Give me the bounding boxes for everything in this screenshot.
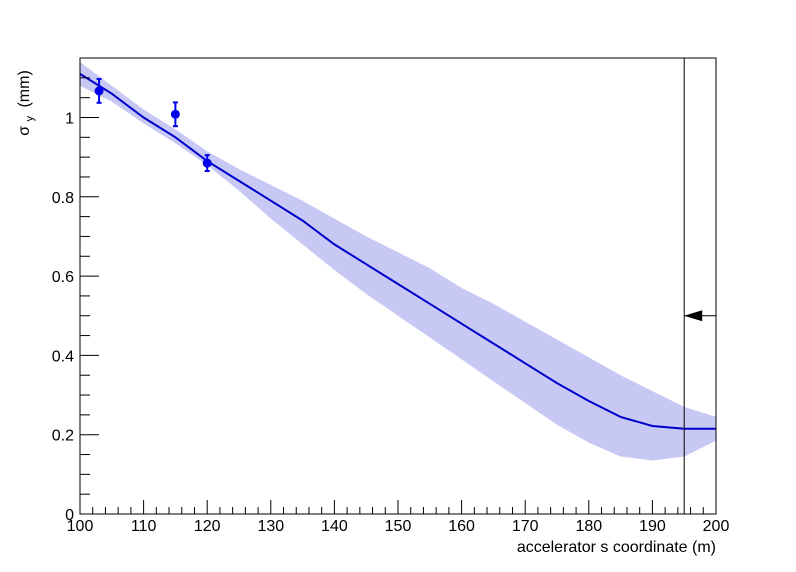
marker-layer — [683, 58, 716, 514]
y-axis-title: σ y (mm) — [16, 70, 37, 136]
y-tick-label: 1 — [65, 110, 74, 127]
confidence-band-layer — [80, 62, 716, 461]
fit-curve-layer — [79, 73, 716, 430]
x-tick-label: 140 — [321, 518, 348, 535]
y-tick-label: 0.8 — [52, 190, 74, 207]
x-tick-label: 120 — [194, 518, 221, 535]
y-tick-label: 0 — [65, 507, 74, 524]
data-point — [94, 78, 104, 104]
measured-points-layer — [94, 78, 212, 173]
x-tick-label: 180 — [575, 518, 602, 535]
x-axis-title: accelerator s coordinate (m) — [517, 539, 716, 556]
y-axis-title-symbol: σ — [16, 126, 33, 136]
x-tick-label: 150 — [385, 518, 412, 535]
x-tick-label: 160 — [448, 518, 475, 535]
y-axis-title-subscript: y — [24, 115, 36, 121]
y-axis: 0 0.2 0.4 0.6 0.8 1 — [52, 77, 99, 524]
y-axis-title-unit: (mm) — [16, 70, 33, 107]
y-tick-label: 0.4 — [52, 348, 74, 365]
data-point — [202, 154, 212, 173]
y-tick-label: 0.6 — [52, 269, 74, 286]
fit-curve — [79, 73, 716, 430]
data-point — [170, 101, 180, 128]
x-tick-label: 130 — [257, 518, 284, 535]
arrow-marker-head — [684, 310, 703, 322]
y-tick-label: 0.2 — [52, 428, 74, 445]
x-tick-label: 190 — [639, 518, 666, 535]
point-marker — [202, 158, 212, 168]
x-axis: 100 110 120 130 140 150 160 170 180 190 200 — [67, 500, 730, 535]
point-marker — [170, 109, 180, 119]
point-marker — [94, 86, 104, 96]
x-tick-label: 100 — [67, 518, 94, 535]
x-tick-label: 200 — [703, 518, 730, 535]
x-tick-label: 170 — [512, 518, 539, 535]
confidence-band — [80, 62, 716, 461]
x-tick-label: 110 — [131, 518, 157, 535]
